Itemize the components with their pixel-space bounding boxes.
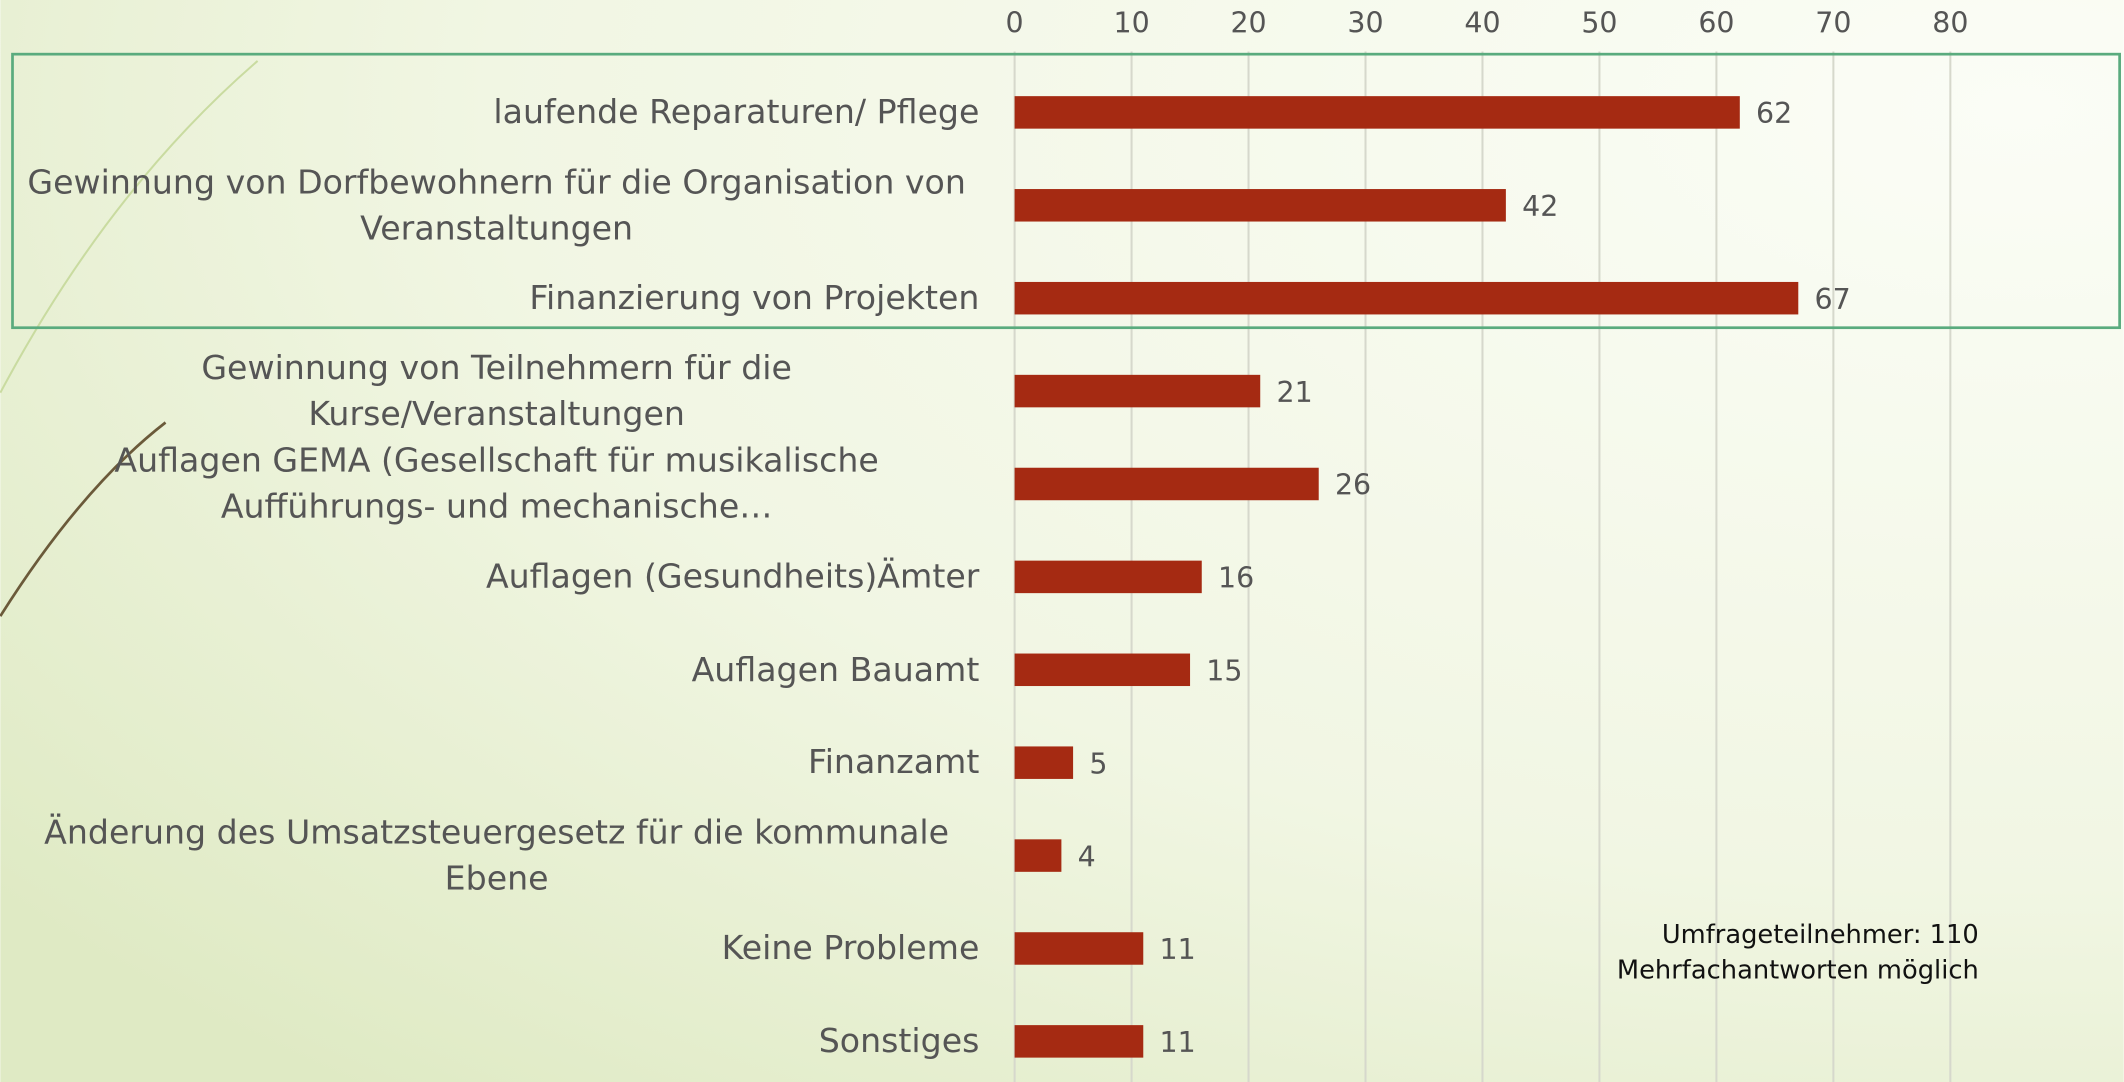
x-tick-label: 50: [1581, 6, 1617, 39]
highlight-box: [11, 52, 2121, 330]
value-label: 5: [1089, 747, 1107, 780]
bar: [1014, 374, 1261, 408]
category-label-box: Auflagen (Gesundheits)Ämter: [485, 556, 980, 596]
y-tick-label: Sonstiges: [818, 1021, 980, 1061]
decoration: [0, 60, 259, 394]
value-label: 21: [1276, 376, 1312, 409]
bar: [1014, 467, 1319, 501]
value-label: 62: [1756, 97, 1792, 130]
y-tick-label: Gewinnung von Dorfbewohnern für die Orga…: [27, 161, 966, 248]
value-label: 67: [1815, 283, 1851, 316]
x-tick-label: 40: [1464, 6, 1500, 39]
bar: [1014, 281, 1799, 315]
category-label-box: Gewinnung von Teilnehmern für die Kurse/…: [201, 347, 792, 434]
y-tick-label: Änderung des Umsatzsteuergesetz für die …: [44, 812, 950, 898]
x-tick-label: 80: [1932, 6, 1968, 39]
value-label: 11: [1160, 933, 1196, 966]
decoration: [0, 421, 167, 617]
bar: [1014, 932, 1144, 965]
value-label: 4: [1078, 840, 1096, 873]
category-label-box: Änderung des Umsatzsteuergesetz für die …: [44, 812, 950, 898]
y-tick-label: Auflagen Bauamt: [691, 649, 980, 689]
value-label: 42: [1522, 190, 1558, 223]
x-tick-label: 10: [1113, 6, 1149, 39]
bar: [1014, 653, 1191, 687]
annotation: Mehrfachantworten möglich: [1617, 955, 1979, 985]
x-tick-label: 20: [1230, 6, 1266, 39]
value-label: 11: [1160, 1026, 1196, 1059]
bar: [1014, 746, 1074, 779]
category-label-box: Gewinnung von Dorfbewohnern für die Orga…: [27, 161, 966, 248]
category-label-box: Auflagen Bauamt: [691, 649, 980, 689]
x-tick-label: 0: [1006, 6, 1024, 39]
y-tick-label: Keine Probleme: [721, 928, 980, 968]
bar: [1014, 560, 1202, 594]
x-tick-label: 60: [1698, 6, 1734, 39]
bar: [1014, 189, 1506, 222]
value-label: 26: [1335, 469, 1371, 502]
y-tick-label: Finanzierung von Projekten: [529, 277, 980, 318]
value-label: 16: [1218, 562, 1254, 595]
category-label-box: Finanzamt: [808, 742, 980, 782]
category-label-box: Finanzierung von Projekten: [529, 277, 980, 318]
y-tick-label: Finanzamt: [808, 742, 980, 782]
annotation: Umfrageteilnehmer: 110: [1662, 920, 1979, 950]
y-tick-label: Gewinnung von Teilnehmern für die Kurse/…: [201, 347, 792, 434]
x-tick-label: 30: [1347, 6, 1383, 39]
value-label: 15: [1206, 654, 1242, 687]
bar: [1014, 839, 1062, 872]
category-label-box: Keine Probleme: [721, 928, 980, 968]
category-label-box: Sonstiges: [818, 1021, 980, 1061]
y-tick-label: Auflagen GEMA (Gesellschaft für musikali…: [114, 440, 879, 526]
y-tick-label: Auflagen (Gesundheits)Ämter: [485, 556, 980, 596]
y-tick-label: laufende Reparaturen/ Pflege: [493, 92, 980, 132]
category-label-box: laufende Reparaturen/ Pflege: [493, 92, 980, 132]
bar: [1014, 1025, 1144, 1058]
bar: [1014, 96, 1740, 129]
x-tick-label: 70: [1815, 6, 1851, 39]
category-label-box: Auflagen GEMA (Gesellschaft für musikali…: [114, 440, 879, 526]
